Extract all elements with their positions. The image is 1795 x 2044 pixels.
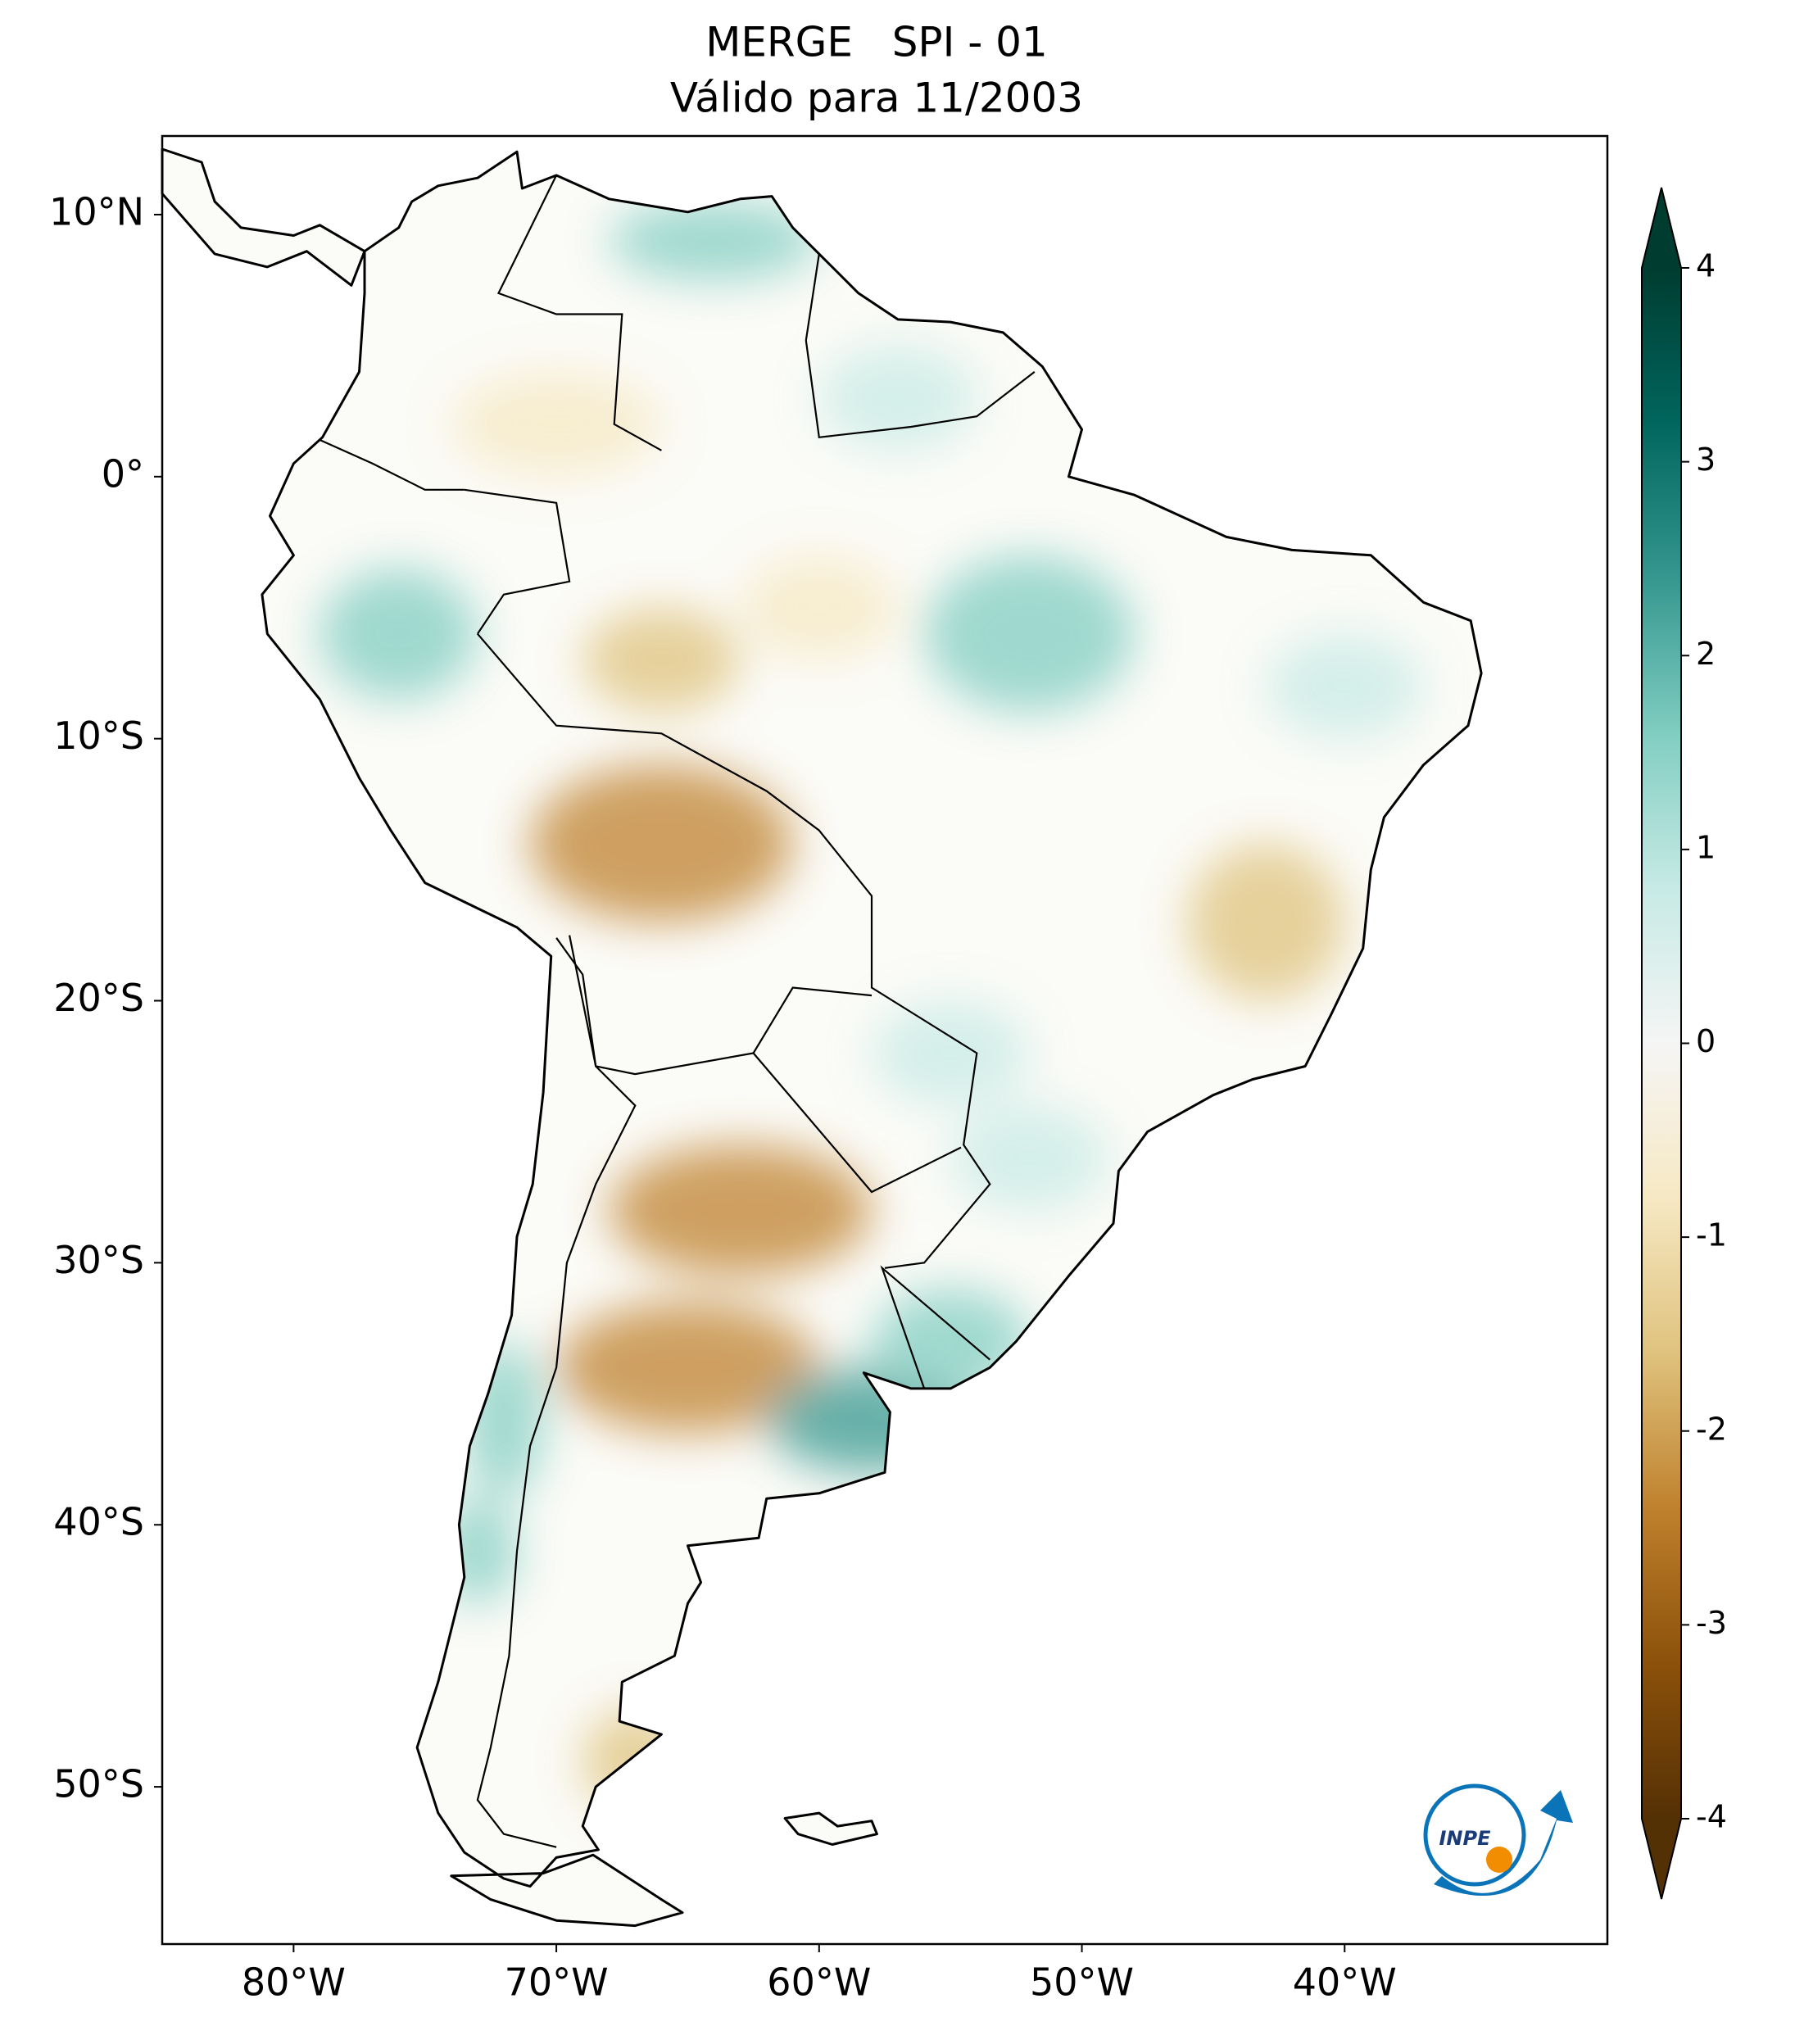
colorbar-tick-label: -4 [1696, 1799, 1727, 1835]
y-tick-label: 0° [102, 451, 144, 496]
border [752, 1052, 962, 1194]
colorbar-extend-bottom [1642, 1819, 1681, 1899]
coastline [161, 147, 1483, 1928]
shade-blob [451, 371, 662, 477]
map-title: MERGE SPI - 01 [705, 19, 1048, 66]
shade-blob [582, 607, 741, 713]
shade-blob [437, 1498, 517, 1604]
shade-blob [924, 555, 1135, 713]
border [319, 438, 465, 491]
shade-blob [609, 201, 819, 280]
shade-blob [950, 1105, 1108, 1211]
shade-blob [819, 345, 977, 451]
colorbar-extend-top [1642, 188, 1681, 268]
x-tick-label: 80°W [242, 1960, 346, 2005]
map-subtitle: Válido para 11/2003 [670, 75, 1083, 122]
shade-blob [556, 1302, 819, 1434]
land-fill [162, 149, 1482, 1926]
border [496, 174, 662, 451]
x-tick-label: 70°W [505, 1960, 609, 2005]
y-tick-label: 40°S [53, 1500, 144, 1544]
border [569, 935, 873, 1076]
colorbar-tick-label: 1 [1696, 829, 1716, 865]
land [161, 147, 1483, 1928]
shade-blob [740, 555, 898, 660]
colorbar [1642, 268, 1681, 1819]
border [880, 1265, 991, 1389]
y-tick-label: 50°S [53, 1762, 144, 1806]
x-tick-label: 50°W [1030, 1960, 1134, 2005]
y-tick-label: 30°S [53, 1238, 144, 1282]
colorbar-tick-label: 4 [1696, 248, 1716, 284]
colorbar-tick-label: -3 [1696, 1605, 1727, 1641]
colorbar-tick-label: -1 [1696, 1217, 1727, 1253]
y-tick-label: 10°S [53, 714, 144, 758]
logo-ring [1423, 1783, 1526, 1887]
colorbar-tick-label: -2 [1696, 1411, 1727, 1447]
colorbar-tick-label: 3 [1696, 442, 1716, 478]
border [805, 253, 1036, 439]
y-tick-label: 10°N [49, 189, 144, 233]
map-frame [161, 134, 1609, 1946]
shade-blob [872, 1000, 1030, 1106]
inpe-logo: INPE [1423, 1783, 1573, 1897]
colorbar-tick-label: 0 [1696, 1023, 1716, 1059]
shade-blob [582, 1708, 688, 1814]
shade-blob [464, 1341, 543, 1499]
logo-arrow [1434, 1790, 1573, 1897]
shade-blob [609, 1144, 872, 1276]
border [464, 488, 571, 635]
logo-sun [1486, 1847, 1512, 1873]
colorbar-tick-label: 2 [1696, 636, 1716, 672]
y-tick-label: 20°S [53, 976, 144, 1020]
shade-blob [1266, 633, 1424, 739]
logo-text: INPE [1439, 1827, 1492, 1850]
x-tick-label: 60°W [767, 1960, 871, 2005]
border [476, 937, 637, 1848]
shade-blob [1187, 843, 1345, 1001]
x-tick-label: 40°W [1293, 1960, 1397, 2005]
border [477, 632, 991, 1269]
shade-blob [530, 764, 793, 922]
shade-blob [320, 568, 478, 700]
